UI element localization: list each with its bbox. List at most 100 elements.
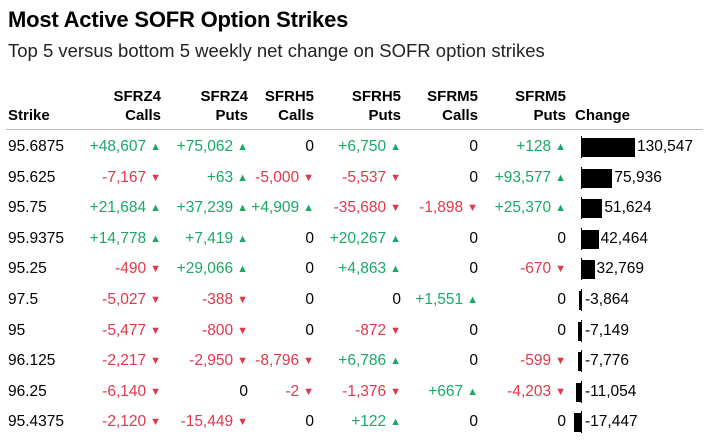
column-header-line1: SFRH5 [351, 88, 401, 105]
value-cell: -388 ▼ [202, 291, 248, 308]
column-header-6: SFRM5 Puts [515, 87, 566, 125]
value-cell: 0 [392, 291, 401, 308]
change-label: 130,547 [637, 138, 694, 155]
column-header-4: SFRH5 Puts [352, 87, 401, 125]
up-arrow-icon: ▲ [237, 202, 248, 215]
bar-axis-line [581, 411, 582, 434]
table-row: 95 -5,477 ▼ -800 ▼ 0 -872 ▼ 0 0 -7,149 [0, 315, 708, 346]
up-arrow-icon: ▲ [390, 141, 401, 153]
value-cell: 0 [557, 413, 566, 431]
value-cell: -7,167 ▼ [102, 168, 161, 186]
value-cell: -872 ▼ [355, 321, 401, 339]
up-arrow-icon: ▲ [303, 202, 314, 215]
up-arrow-icon: ▲ [390, 263, 401, 276]
value-cell: 0 [469, 168, 478, 186]
column-header-line2: Strike [8, 107, 50, 124]
value-cell: +20,267 ▲ [329, 229, 401, 247]
value-cell: +6,786 ▲ [338, 352, 401, 370]
value-cell: -1,376 ▼ [342, 382, 401, 400]
value-cell: +21,684 ▲ [89, 199, 161, 217]
value-cell: 0 [469, 352, 478, 370]
value-cell: -5,537 ▼ [342, 168, 401, 186]
table-row: 95.625 -7,167 ▼ +63 ▲ -5,000 ▼ -5,537 ▼ 0 +93,577 ▲… [0, 162, 708, 193]
value-cell: -670 ▼ [520, 260, 566, 278]
value-cell: 0 [469, 321, 478, 339]
value-cell: +29,066 ▲ [176, 260, 248, 278]
column-header-line2: Calls [278, 107, 314, 124]
down-arrow-icon: ▼ [150, 385, 161, 398]
strike-cell: 95 [8, 321, 26, 339]
down-arrow-icon: ▼ [150, 294, 161, 306]
table-row: 95.9375 +14,778 ▲ +7,419 ▲ 0 +20,267 ▲ 0 0 42,464 [0, 223, 708, 254]
value-cell: -2,120 ▼ [102, 413, 161, 431]
chart-subtitle: Top 5 versus bottom 5 weekly net change … [8, 40, 545, 61]
value-cell: 0 [557, 321, 566, 339]
change-label: -11,054 [585, 382, 637, 400]
column-header-1: SFRZ4 Calls [113, 87, 161, 125]
up-arrow-icon: ▲ [237, 141, 248, 153]
up-arrow-icon: ▲ [150, 232, 161, 245]
strike-cell: 95.6875 [8, 138, 65, 155]
column-header-line1: SFRH5 [264, 88, 314, 105]
up-arrow-icon: ▲ [390, 232, 401, 245]
strike-cell: 97.5 [8, 291, 39, 308]
value-cell: +14,778 ▲ [89, 229, 161, 247]
up-arrow-icon: ▲ [237, 263, 248, 276]
value-cell: +7,419 ▲ [185, 229, 248, 247]
up-arrow-icon: ▲ [150, 141, 161, 153]
value-cell: -490 ▼ [115, 260, 161, 278]
value-cell: 0 [239, 382, 248, 400]
change-bar [578, 321, 581, 341]
value-cell: -5,027 ▼ [102, 291, 161, 308]
value-cell: -2,217 ▼ [102, 352, 161, 370]
strike-cell: 95.625 [8, 168, 56, 186]
down-arrow-icon: ▼ [390, 202, 401, 215]
value-cell: -2,950 ▼ [189, 352, 248, 370]
value-cell: -599 ▼ [520, 352, 566, 370]
column-header-3: SFRH5 Calls [265, 87, 314, 125]
change-bar [579, 291, 581, 310]
change-label: 42,464 [600, 229, 648, 247]
column-header-5: SFRM5 Calls [427, 87, 478, 125]
value-cell: -5,477 ▼ [102, 321, 161, 339]
up-arrow-icon: ▲ [390, 355, 401, 368]
column-header-7: Change [575, 87, 630, 125]
column-header-line2: Calls [442, 107, 478, 124]
value-cell: -35,680 ▼ [333, 199, 401, 217]
strike-cell: 95.25 [8, 260, 47, 278]
column-header-line1: SFRM5 [427, 88, 478, 105]
down-arrow-icon: ▼ [303, 171, 314, 184]
value-cell: -800 ▼ [202, 321, 248, 339]
column-header-line2: Calls [125, 107, 161, 124]
down-arrow-icon: ▼ [390, 171, 401, 184]
change-label: 51,624 [604, 199, 652, 217]
table-row: 95.75 +21,684 ▲ +37,239 ▲ +4,909 ▲ -35,680 ▼ -1,8… [0, 192, 708, 223]
value-cell: +4,909 ▲ [251, 199, 314, 217]
change-label: -17,447 [585, 413, 638, 431]
down-arrow-icon: ▼ [237, 324, 248, 337]
change-bar [577, 352, 581, 372]
down-arrow-icon: ▼ [303, 355, 314, 368]
table-row: 95.6875 +48,607 ▲ +75,062 ▲ 0 +6,750 ▲ 0 +128 ▲ 130… [0, 131, 708, 162]
down-arrow-icon: ▼ [555, 355, 566, 368]
strike-cell: 95.9375 [8, 229, 65, 247]
change-bar [581, 199, 603, 219]
strike-cell: 95.4375 [8, 413, 65, 431]
chart-title: Most Active SOFR Option Strikes [8, 7, 349, 32]
down-arrow-icon: ▼ [467, 202, 478, 215]
value-cell: +25,370 ▲ [494, 199, 566, 217]
column-header-line1: SFRM5 [515, 88, 566, 105]
strike-cell: 96.125 [8, 352, 56, 370]
down-arrow-icon: ▼ [150, 324, 161, 337]
change-label: -3,864 [585, 291, 629, 308]
up-arrow-icon: ▲ [237, 232, 248, 245]
change-label: 75,936 [614, 168, 662, 186]
column-header-line1: SFRZ4 [113, 88, 161, 105]
up-arrow-icon: ▲ [390, 416, 401, 429]
column-header-line2: Change [575, 107, 631, 124]
value-cell: -6,140 ▼ [102, 382, 161, 400]
value-cell: +37,239 ▲ [176, 199, 248, 217]
value-cell: 0 [305, 138, 314, 155]
value-cell: 0 [305, 229, 314, 247]
value-cell: -2 ▼ [285, 382, 314, 400]
